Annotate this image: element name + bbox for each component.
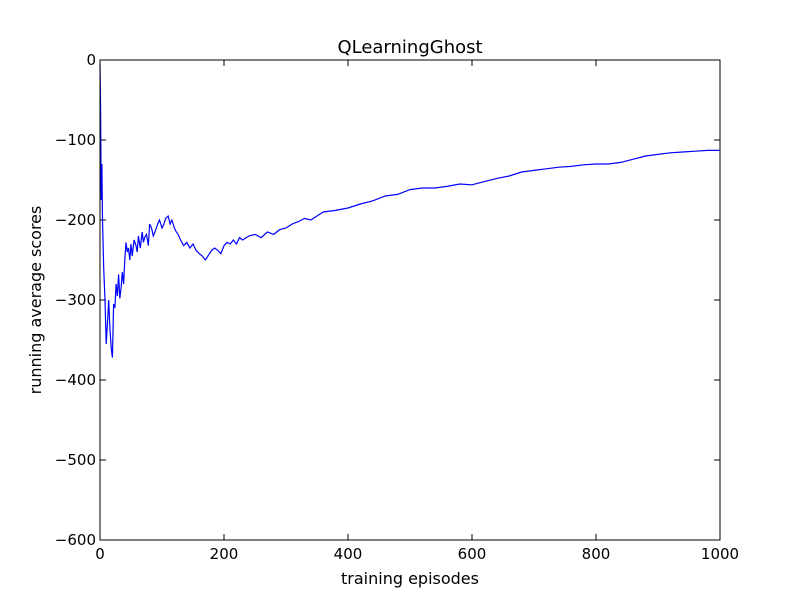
x-axis-label: training episodes [341,569,479,588]
chart-title: QLearningGhost [337,37,482,58]
y-tick-label: −100 [55,131,96,149]
x-tick-label: 200 [210,545,239,563]
x-tick-label: 400 [334,545,363,563]
y-tick-label: −600 [55,531,96,549]
axis-ticks [99,59,721,541]
y-tick-label: 0 [86,51,96,69]
x-tick-label: 1000 [701,545,739,563]
y-tick-label: −300 [55,291,96,309]
x-tick-label: 0 [95,545,105,563]
tick-labels: 0 200 400 600 800 1000 0 −100 −200 −300 −400 −500 −6… [55,51,739,563]
y-tick-label: −500 [55,451,96,469]
series-line [99,63,720,358]
x-tick-label: 600 [458,545,487,563]
y-axis-label: running average scores [26,206,45,395]
plot-frame [99,59,721,541]
y-tick-label: −400 [55,371,96,389]
y-tick-label: −200 [55,211,96,229]
x-tick-label: 800 [582,545,611,563]
